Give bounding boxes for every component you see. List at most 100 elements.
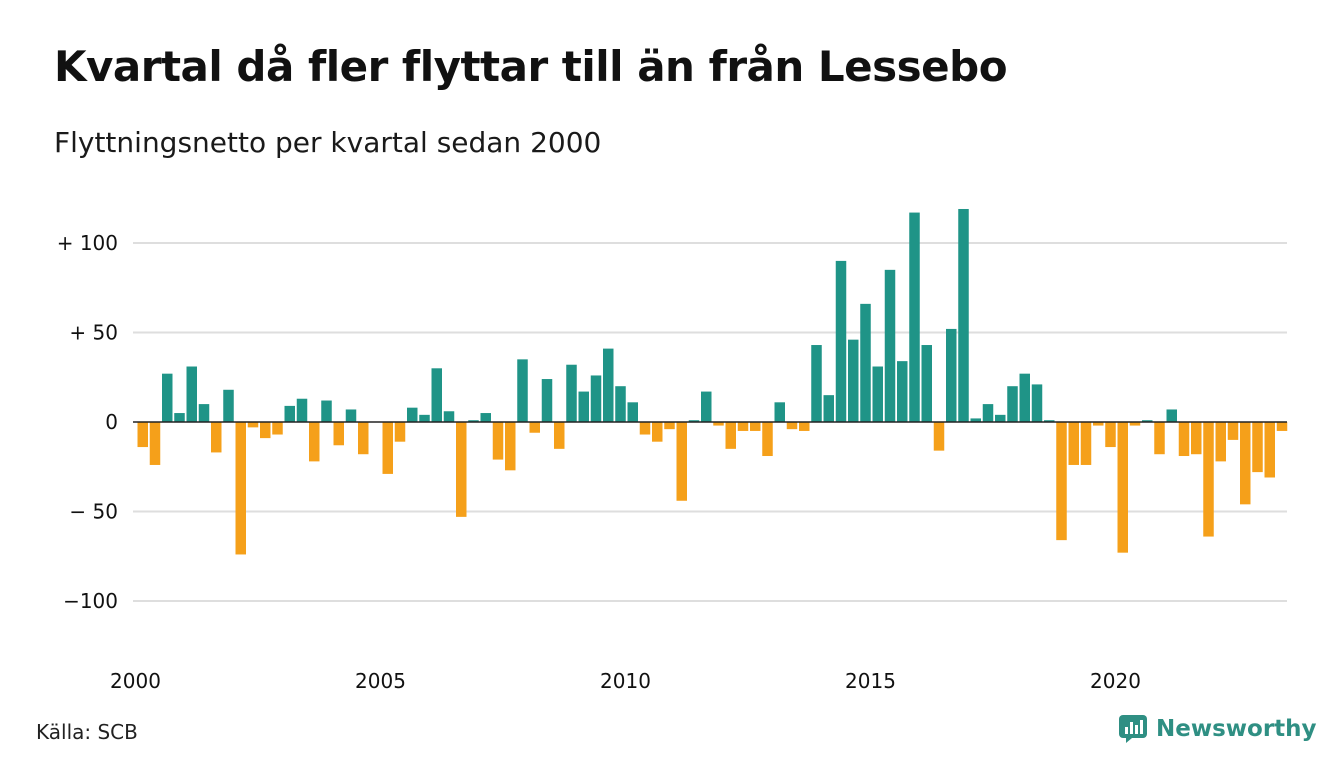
bar[interactable] xyxy=(750,422,761,431)
bar[interactable] xyxy=(1178,422,1190,457)
bar[interactable] xyxy=(1227,422,1239,440)
bar[interactable] xyxy=(909,212,920,422)
bar[interactable] xyxy=(149,422,161,465)
bar[interactable] xyxy=(456,422,467,517)
bar[interactable] xyxy=(578,391,590,422)
bar[interactable] xyxy=(174,413,185,422)
bar[interactable] xyxy=(946,328,957,422)
bar[interactable] xyxy=(394,422,406,442)
bar[interactable] xyxy=(1166,409,1178,422)
bar[interactable] xyxy=(260,422,271,439)
bar[interactable] xyxy=(848,339,859,422)
bar[interactable] xyxy=(296,398,308,422)
bar[interactable] xyxy=(1215,422,1227,462)
bar[interactable] xyxy=(652,422,663,442)
bar[interactable] xyxy=(1240,422,1251,505)
bar[interactable] xyxy=(321,400,332,422)
bar[interactable] xyxy=(1019,373,1031,422)
bar[interactable] xyxy=(958,208,969,422)
y-tick-labels: + 100 + 50 0 − 50 −100 xyxy=(57,231,118,613)
bar[interactable] xyxy=(1031,384,1043,422)
brand-logo[interactable]: Newsworthy xyxy=(1118,714,1317,744)
y-tick-label: + 100 xyxy=(57,231,118,255)
bar[interactable] xyxy=(235,422,247,555)
bar[interactable] xyxy=(358,422,369,455)
bar[interactable] xyxy=(982,404,994,422)
bar[interactable] xyxy=(1056,422,1067,541)
bar[interactable] xyxy=(431,368,443,422)
bar[interactable] xyxy=(884,269,896,422)
bar[interactable] xyxy=(1191,422,1202,455)
bar[interactable] xyxy=(223,389,234,422)
bar[interactable] xyxy=(737,422,749,431)
bar[interactable] xyxy=(554,422,565,449)
bar[interactable] xyxy=(762,422,773,457)
bar[interactable] xyxy=(639,422,651,435)
bar[interactable] xyxy=(468,420,479,422)
y-tick-label: 0 xyxy=(105,410,118,434)
bar[interactable] xyxy=(1142,420,1153,422)
x-tick-label: 2020 xyxy=(1090,669,1141,693)
bar[interactable] xyxy=(566,364,577,422)
bar[interactable] xyxy=(786,422,798,430)
bar[interactable] xyxy=(198,404,210,422)
bar[interactable] xyxy=(872,366,884,422)
bar[interactable] xyxy=(627,402,639,422)
bar[interactable] xyxy=(860,303,871,422)
bar[interactable] xyxy=(1203,422,1214,537)
bar[interactable] xyxy=(1276,422,1288,431)
bar[interactable] xyxy=(1129,422,1141,426)
bar[interactable] xyxy=(333,422,345,446)
bar[interactable] xyxy=(247,422,259,428)
bar[interactable] xyxy=(713,422,724,426)
bar[interactable] xyxy=(603,348,614,422)
bar[interactable] xyxy=(995,414,1006,422)
bar[interactable] xyxy=(505,422,516,471)
bar[interactable] xyxy=(1068,422,1080,465)
bar[interactable] xyxy=(1007,386,1018,422)
bar[interactable] xyxy=(1080,422,1092,465)
bar[interactable] xyxy=(688,420,700,422)
bar[interactable] xyxy=(443,411,455,422)
bar[interactable] xyxy=(480,413,492,422)
bar[interactable] xyxy=(419,414,430,422)
bar[interactable] xyxy=(970,418,982,422)
bar[interactable] xyxy=(725,422,737,449)
bar[interactable] xyxy=(1154,422,1165,455)
bar[interactable] xyxy=(272,422,283,435)
bar[interactable] xyxy=(309,422,320,462)
bar[interactable] xyxy=(1093,422,1104,426)
bar[interactable] xyxy=(799,422,810,431)
bar[interactable] xyxy=(162,373,173,422)
bar[interactable] xyxy=(1252,422,1263,473)
bar[interactable] xyxy=(811,345,822,422)
bar[interactable] xyxy=(492,422,504,460)
bar[interactable] xyxy=(590,375,602,422)
bar[interactable] xyxy=(345,409,357,422)
bar[interactable] xyxy=(541,379,553,422)
bar[interactable] xyxy=(137,422,149,448)
bar[interactable] xyxy=(1264,422,1276,478)
bar[interactable] xyxy=(382,422,394,474)
bar[interactable] xyxy=(1105,422,1116,448)
x-tick-label: 2015 xyxy=(845,669,896,693)
bar[interactable] xyxy=(529,422,541,433)
bar[interactable] xyxy=(1117,422,1129,553)
bar[interactable] xyxy=(615,386,626,422)
bar[interactable] xyxy=(835,260,847,422)
bar[interactable] xyxy=(517,359,528,422)
bar[interactable] xyxy=(774,402,786,422)
bar[interactable] xyxy=(186,366,198,422)
bar[interactable] xyxy=(664,422,675,430)
bar[interactable] xyxy=(407,407,418,422)
bar[interactable] xyxy=(921,345,933,422)
bar[interactable] xyxy=(284,405,296,422)
bar[interactable] xyxy=(933,422,945,451)
source-note: Källa: SCB xyxy=(36,720,138,744)
bar[interactable] xyxy=(701,391,712,422)
bar[interactable] xyxy=(823,395,835,422)
bar[interactable] xyxy=(211,422,222,453)
bar[interactable] xyxy=(676,422,688,501)
bar[interactable] xyxy=(897,361,908,422)
bar[interactable] xyxy=(1044,420,1055,422)
